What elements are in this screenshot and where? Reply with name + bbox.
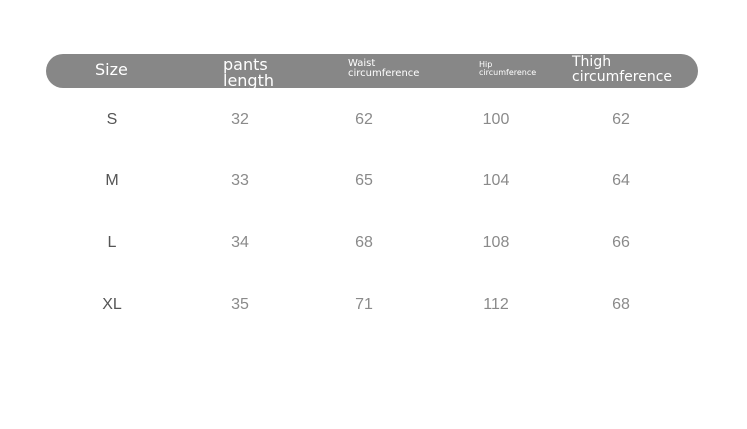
- header-line: Thigh: [572, 54, 612, 70]
- header-line: length: [223, 71, 274, 89]
- measurement-cell: 62: [355, 111, 373, 128]
- size-cell: XL: [102, 296, 122, 313]
- measurement-cell: 68: [355, 234, 373, 251]
- size-cell: M: [105, 172, 119, 189]
- header-line: Hip: [479, 60, 493, 69]
- header-line: Waist: [348, 58, 376, 69]
- header-line: circumference: [348, 68, 420, 79]
- measurement-cell: 100: [482, 111, 510, 128]
- measurement-cell: 66: [612, 234, 630, 251]
- measurement-cell: 62: [612, 111, 630, 128]
- measurement-cell: 65: [355, 172, 373, 189]
- measurement-cell: 71: [355, 296, 373, 313]
- size-cell: L: [107, 234, 117, 251]
- measurement-cell: 33: [231, 172, 249, 189]
- header-hip: Hip circumference: [479, 61, 536, 77]
- header-pants-length: pants length: [223, 55, 274, 89]
- header-line: circumference: [479, 68, 537, 77]
- measurement-cell: 32: [231, 111, 249, 128]
- measurement-cell: 108: [482, 234, 510, 251]
- header-line: circumference: [572, 69, 673, 85]
- measurement-cell: 68: [612, 296, 630, 313]
- header-size: Size: [95, 60, 128, 79]
- header-thigh: Thigh circumference: [572, 55, 672, 85]
- measurement-cell: 112: [483, 296, 509, 313]
- table-header: Size pants length Waist circumference Hi…: [46, 54, 698, 88]
- measurement-cell: 34: [231, 234, 249, 251]
- measurement-cell: 104: [482, 172, 510, 189]
- size-cell: S: [106, 111, 118, 128]
- header-waist: Waist circumference: [348, 59, 419, 79]
- measurement-cell: 35: [231, 296, 249, 313]
- measurement-cell: 64: [612, 172, 630, 189]
- header-line: pants: [223, 55, 268, 74]
